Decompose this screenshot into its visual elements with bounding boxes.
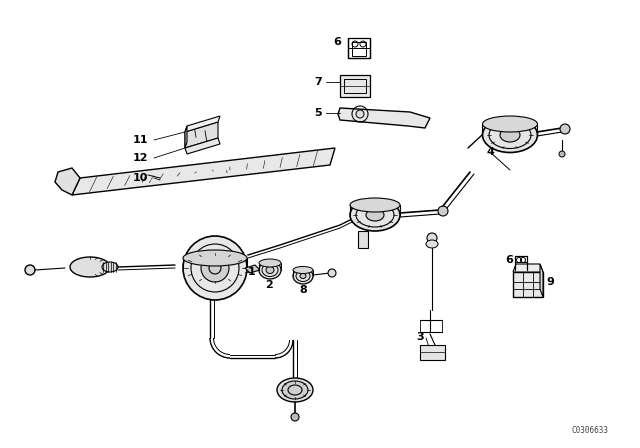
Polygon shape: [72, 148, 335, 195]
Circle shape: [356, 110, 364, 118]
Ellipse shape: [300, 273, 306, 279]
Ellipse shape: [259, 261, 281, 279]
Polygon shape: [185, 126, 187, 148]
Text: 9: 9: [546, 277, 554, 287]
Circle shape: [438, 206, 448, 216]
Text: 1: 1: [248, 267, 256, 277]
Polygon shape: [185, 138, 220, 154]
Polygon shape: [245, 265, 260, 273]
Bar: [513, 272, 543, 297]
Text: 6: 6: [505, 255, 513, 265]
Text: 7: 7: [314, 77, 322, 87]
Text: 3: 3: [416, 332, 424, 342]
Text: 10: 10: [132, 173, 148, 183]
Circle shape: [328, 269, 336, 277]
Ellipse shape: [366, 209, 384, 221]
Ellipse shape: [70, 257, 110, 277]
Circle shape: [560, 124, 570, 134]
Text: 8: 8: [299, 285, 307, 295]
Text: 2: 2: [265, 280, 273, 290]
Bar: [340, 75, 370, 97]
Polygon shape: [358, 231, 368, 248]
Polygon shape: [513, 264, 543, 272]
Text: 5: 5: [314, 108, 322, 118]
Circle shape: [291, 413, 299, 421]
Polygon shape: [420, 345, 445, 360]
Ellipse shape: [483, 116, 538, 132]
Ellipse shape: [483, 117, 538, 152]
Polygon shape: [185, 122, 218, 148]
Text: 11: 11: [132, 135, 148, 145]
Ellipse shape: [500, 128, 520, 142]
Polygon shape: [338, 108, 430, 128]
Text: 6: 6: [333, 37, 341, 47]
Ellipse shape: [266, 267, 274, 273]
Polygon shape: [55, 168, 80, 195]
Text: 4: 4: [486, 147, 494, 157]
Text: C0306633: C0306633: [571, 426, 608, 435]
Ellipse shape: [183, 250, 247, 266]
Bar: [352, 42, 366, 56]
Ellipse shape: [293, 267, 313, 273]
Bar: [344, 79, 366, 93]
Circle shape: [201, 254, 229, 282]
Ellipse shape: [350, 198, 400, 212]
Polygon shape: [540, 264, 543, 297]
Bar: [348, 38, 370, 58]
Circle shape: [183, 236, 247, 300]
Ellipse shape: [350, 199, 400, 231]
Ellipse shape: [277, 378, 313, 402]
Text: 12: 12: [132, 153, 148, 163]
Polygon shape: [185, 116, 220, 132]
Ellipse shape: [259, 259, 281, 267]
Ellipse shape: [426, 240, 438, 248]
Ellipse shape: [293, 268, 313, 284]
Circle shape: [559, 151, 565, 157]
Ellipse shape: [102, 262, 118, 272]
Ellipse shape: [282, 381, 308, 399]
Circle shape: [25, 265, 35, 275]
Circle shape: [427, 233, 437, 243]
